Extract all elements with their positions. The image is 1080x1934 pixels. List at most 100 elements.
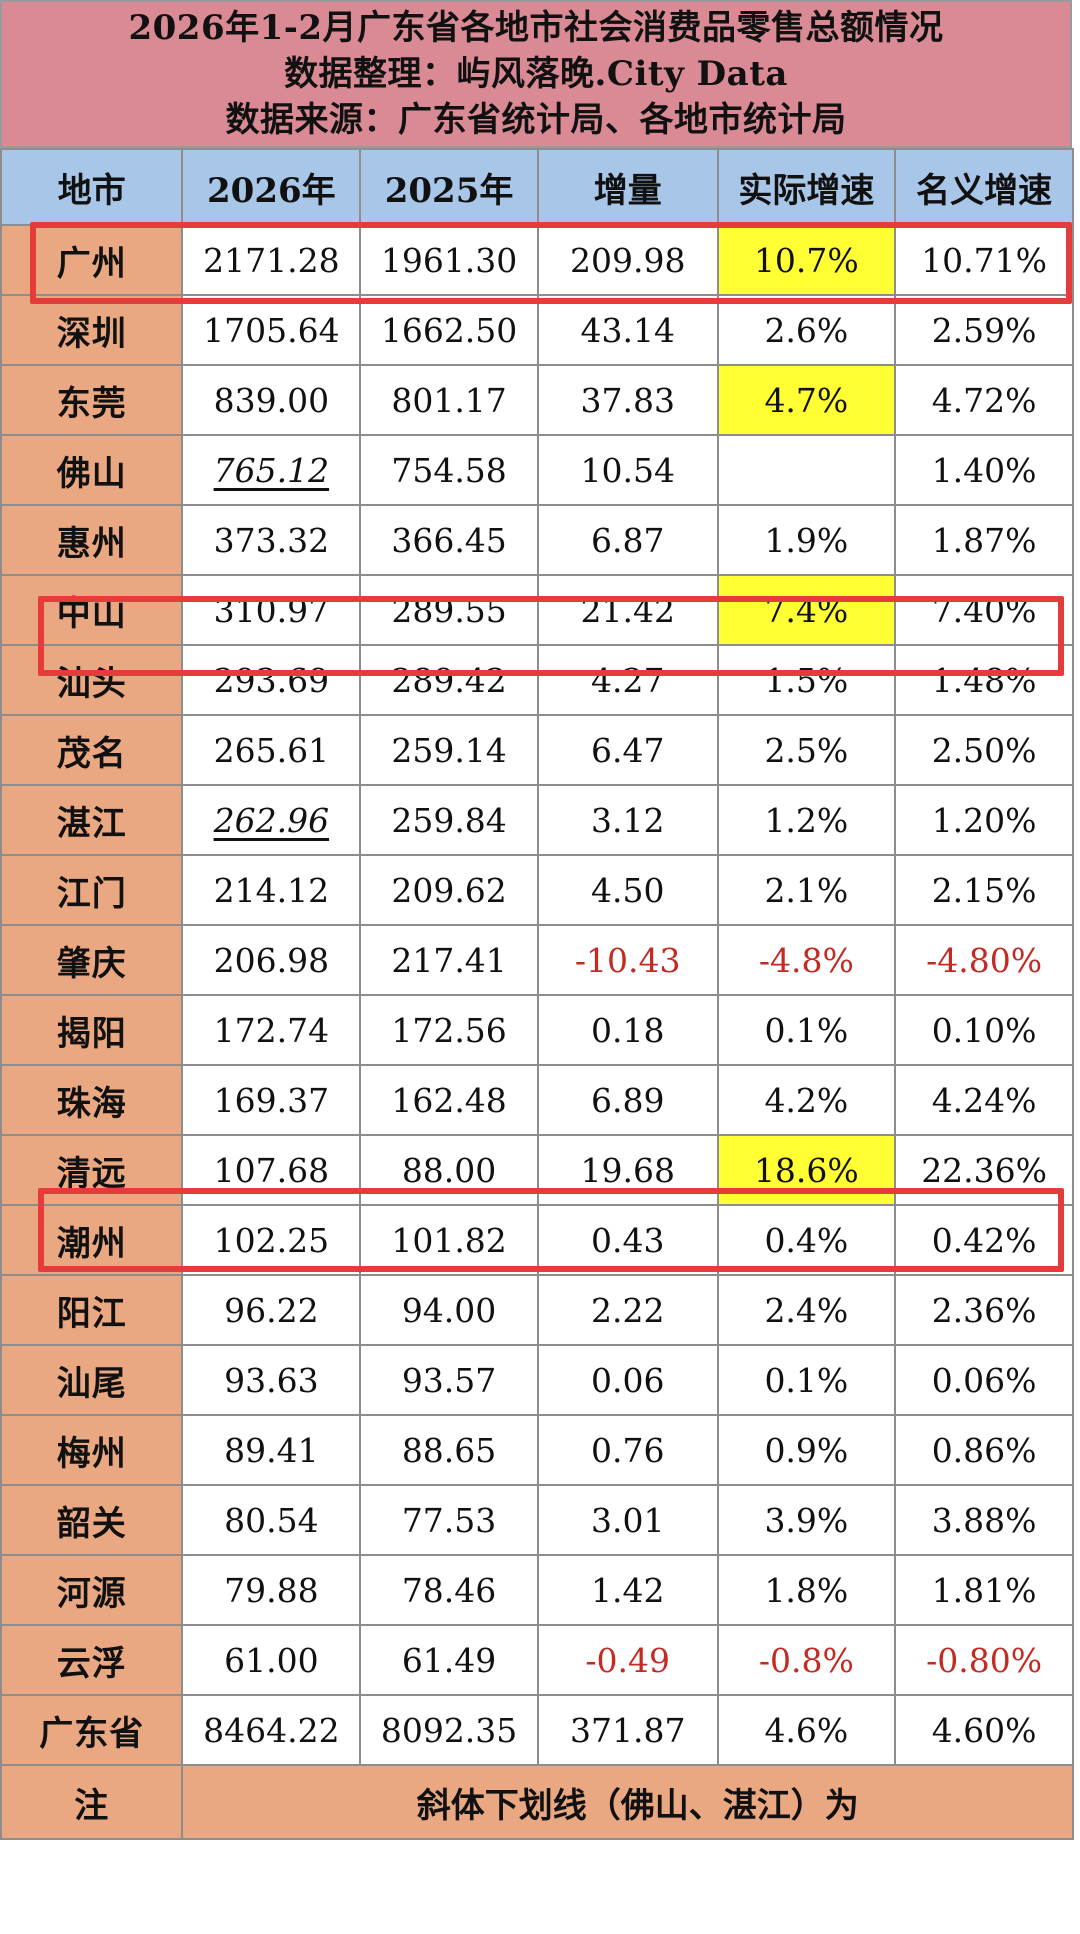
total-2025: 8092.35 [359, 1694, 539, 1766]
value-increase: 1.42 [536, 1554, 719, 1626]
value-2026: 102.25 [181, 1204, 362, 1276]
value-nominal-growth: 0.86% [894, 1414, 1074, 1486]
city-cell: 肇庆 [0, 924, 184, 996]
value-2025: 754.58 [359, 434, 539, 506]
header-city: 地市 [0, 148, 184, 226]
city-cell: 韶关 [0, 1484, 184, 1556]
value-2025: 101.82 [359, 1204, 539, 1276]
value-real-growth: 0.1% [716, 1344, 897, 1416]
city-cell: 深圳 [0, 294, 184, 366]
city-cell: 茂名 [0, 714, 184, 786]
city-cell: 佛山 [0, 434, 184, 506]
city-cell: 江门 [0, 854, 184, 926]
value-2026: 169.37 [181, 1064, 362, 1136]
table-row: 肇庆 206.98 217.41 -10.43 -4.8% -4.80% [0, 924, 1074, 996]
value-nominal-growth: 2.50% [894, 714, 1074, 786]
value-real-growth: 1.9% [716, 504, 897, 576]
value-increase: 3.01 [536, 1484, 719, 1556]
value-2025: 217.41 [359, 924, 539, 996]
value-real-growth: -4.8% [716, 924, 897, 996]
value-nominal-growth: 1.40% [894, 434, 1074, 506]
value-2025: 801.17 [359, 364, 539, 436]
value-increase: 43.14 [536, 294, 719, 366]
value-increase: 2.22 [536, 1274, 719, 1346]
header-2025: 2025年 [359, 148, 539, 226]
value-2026: 214.12 [181, 854, 362, 926]
city-cell: 潮州 [0, 1204, 184, 1276]
header-nominal-growth: 名义增速 [894, 148, 1074, 226]
value-2025: 1961.30 [359, 224, 539, 296]
total-2026: 8464.22 [181, 1694, 362, 1766]
value-2026: 265.61 [181, 714, 362, 786]
value-2025: 162.48 [359, 1064, 539, 1136]
table-row: 珠海 169.37 162.48 6.89 4.2% 4.24% [0, 1064, 1074, 1136]
value-real-growth: 3.9% [716, 1484, 897, 1556]
note-label: 注 [0, 1764, 184, 1840]
table-row: 深圳 1705.64 1662.50 43.14 2.6% 2.59% [0, 294, 1074, 366]
header-2026: 2026年 [181, 148, 362, 226]
value-2026: 107.68 [181, 1134, 362, 1206]
value-nominal-growth: 1.81% [894, 1554, 1074, 1626]
city-cell: 东莞 [0, 364, 184, 436]
title-source: 数据来源：广东省统计局、各地市统计局 [225, 100, 847, 140]
value-increase: 6.87 [536, 504, 719, 576]
header-row: 地市 2026年 2025年 增量 实际增速 名义增速 [0, 148, 1074, 226]
value-increase: 4.50 [536, 854, 719, 926]
value-nominal-growth: 0.42% [894, 1204, 1074, 1276]
city-cell: 惠州 [0, 504, 184, 576]
value-2026: 206.98 [181, 924, 362, 996]
value-2025: 88.00 [359, 1134, 539, 1206]
value-2026: 1705.64 [181, 294, 362, 366]
table-row: 汕尾 93.63 93.57 0.06 0.1% 0.06% [0, 1344, 1074, 1416]
value-real-growth: 0.4% [716, 1204, 897, 1276]
value-2026: 96.22 [181, 1274, 362, 1346]
value-2025: 93.57 [359, 1344, 539, 1416]
value-2026: 80.54 [181, 1484, 362, 1556]
value-nominal-growth: 22.36% [894, 1134, 1074, 1206]
value-real-growth: 1.2% [716, 784, 897, 856]
total-nominal-growth: 4.60% [894, 1694, 1074, 1766]
total-increase: 371.87 [536, 1694, 719, 1766]
table-row: 江门 214.12 209.62 4.50 2.1% 2.15% [0, 854, 1074, 926]
value-2025: 366.45 [359, 504, 539, 576]
value-2025: 289.55 [359, 574, 539, 646]
table-row: 广州 2171.28 1961.30 209.98 10.7% 10.71% [0, 224, 1074, 296]
city-cell: 云浮 [0, 1624, 184, 1696]
value-2026: 262.96 [181, 784, 362, 856]
value-2025: 289.42 [359, 644, 539, 716]
value-nominal-growth: 2.15% [894, 854, 1074, 926]
table-row: 汕头 293.69 289.42 4.27 1.5% 1.48% [0, 644, 1074, 716]
value-2026: 61.00 [181, 1624, 362, 1696]
value-increase: 3.12 [536, 784, 719, 856]
value-2025: 88.65 [359, 1414, 539, 1486]
value-nominal-growth: 4.24% [894, 1064, 1074, 1136]
value-2025: 77.53 [359, 1484, 539, 1556]
value-real-growth: 0.1% [716, 994, 897, 1066]
value-real-growth: 1.8% [716, 1554, 897, 1626]
table-row: 揭阳 172.74 172.56 0.18 0.1% 0.10% [0, 994, 1074, 1066]
table-row: 惠州 373.32 366.45 6.87 1.9% 1.87% [0, 504, 1074, 576]
value-nominal-growth: -0.80% [894, 1624, 1074, 1696]
value-nominal-growth: 1.20% [894, 784, 1074, 856]
value-nominal-growth: 1.87% [894, 504, 1074, 576]
province-cell: 广东省 [0, 1694, 184, 1766]
value-nominal-growth: 2.59% [894, 294, 1074, 366]
value-2026: 373.32 [181, 504, 362, 576]
value-nominal-growth: 1.48% [894, 644, 1074, 716]
city-cell: 揭阳 [0, 994, 184, 1066]
value-real-growth: 4.2% [716, 1064, 897, 1136]
value-real-growth: 2.6% [716, 294, 897, 366]
value-real-growth: 2.1% [716, 854, 897, 926]
table-row: 湛江 262.96 259.84 3.12 1.2% 1.20% [0, 784, 1074, 856]
value-increase: 21.42 [536, 574, 719, 646]
value-real-growth: 2.5% [716, 714, 897, 786]
value-real-growth: 18.6% [716, 1134, 897, 1206]
value-nominal-growth: 0.06% [894, 1344, 1074, 1416]
value-increase: 10.54 [536, 434, 719, 506]
city-cell: 广州 [0, 224, 184, 296]
city-cell: 珠海 [0, 1064, 184, 1136]
city-cell: 中山 [0, 574, 184, 646]
value-real-growth [716, 434, 897, 506]
city-cell: 阳江 [0, 1274, 184, 1346]
value-increase: 6.47 [536, 714, 719, 786]
